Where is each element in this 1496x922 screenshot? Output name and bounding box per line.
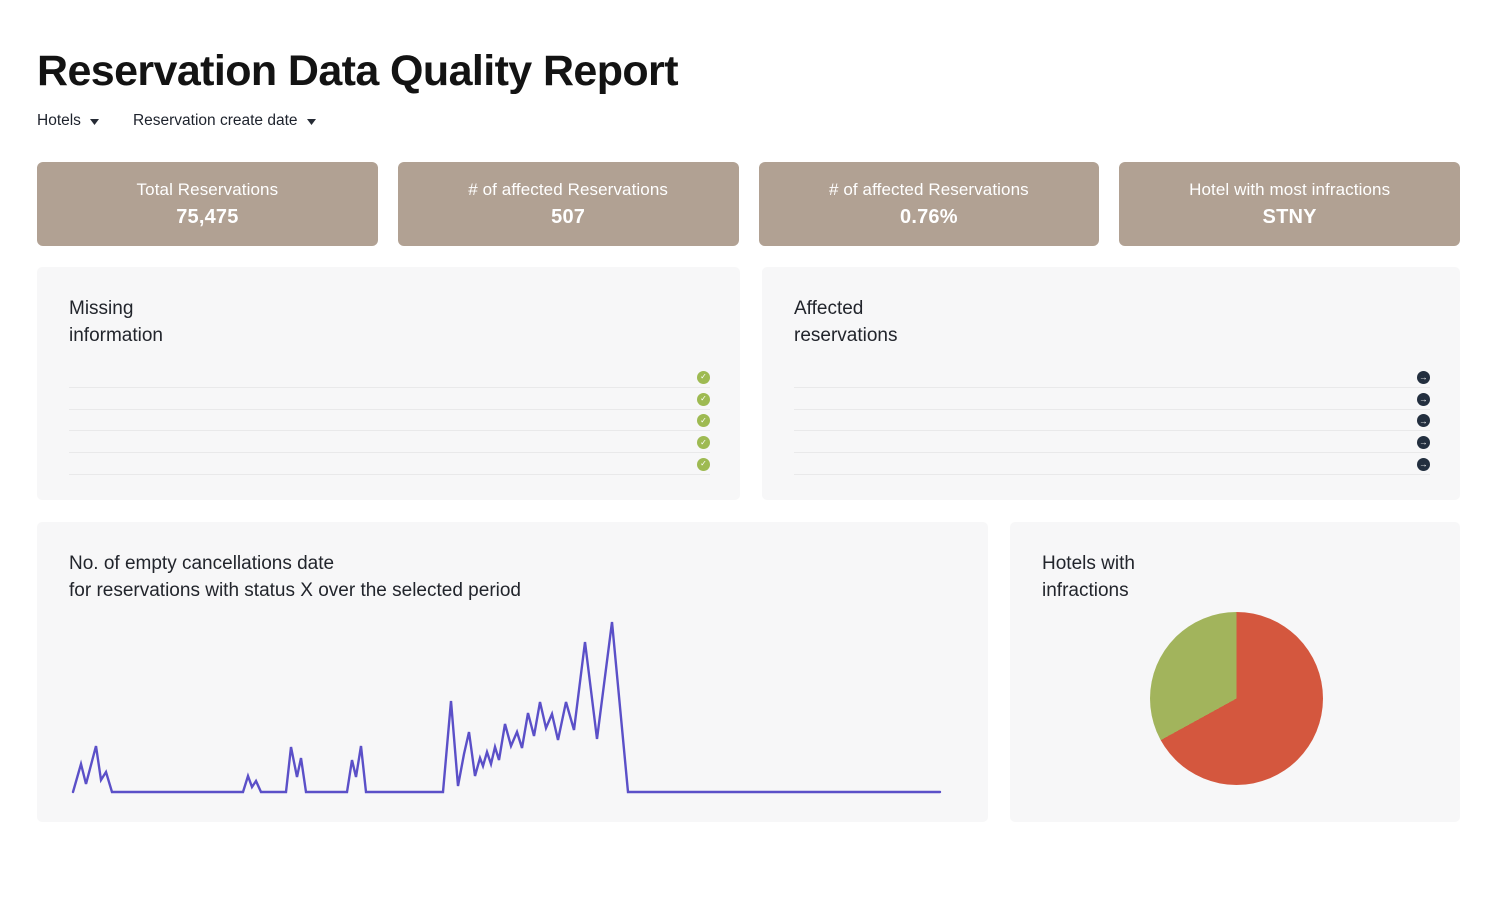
list-item: ✓: [69, 388, 710, 410]
title-line: No. of empty cancellations date: [69, 553, 335, 574]
missing-information-panel: Missing information ✓ ✓ ✓ ✓ ✓: [37, 267, 740, 500]
kpi-value: 507: [551, 205, 586, 228]
title-line: Affected: [794, 298, 864, 319]
kpi-label: Hotel with most infractions: [1189, 179, 1391, 199]
list-item: ✓: [69, 453, 710, 475]
title-line: information: [69, 325, 163, 346]
cancellations-line-chart[interactable]: [37, 522, 988, 822]
list-item: →: [794, 366, 1430, 388]
kpi-value: 0.76%: [900, 205, 958, 228]
affected-reservations-title: Affected reservations: [794, 295, 1430, 349]
title-line: Missing: [69, 298, 134, 319]
charts-row: No. of empty cancellations date for rese…: [37, 522, 1460, 822]
dropdown-arrow-icon: [306, 119, 316, 125]
kpi-card-affected-percent: # of affected Reservations 0.76%: [758, 162, 1100, 246]
arrow-right-icon[interactable]: →: [1417, 414, 1430, 428]
kpi-label: # of affected Reservations: [468, 179, 669, 199]
missing-information-title: Missing information: [69, 295, 710, 349]
affected-reservations-list: → → → → →: [794, 366, 1430, 475]
filter-bar: Hotels Reservation create date: [37, 112, 1460, 130]
filter-reservation-create-date[interactable]: Reservation create date: [133, 112, 316, 130]
list-item: →: [794, 431, 1430, 454]
line-series: [71, 621, 942, 794]
kpi-card-most-infractions-hotel: Hotel with most infractions STNY: [1119, 162, 1460, 246]
kpi-label: # of affected Reservations: [828, 179, 1029, 199]
kpi-card-affected-count: # of affected Reservations 507: [397, 162, 739, 246]
hotels-infractions-panel: Hotels with infractions: [1010, 522, 1460, 822]
arrow-right-icon[interactable]: →: [1417, 392, 1430, 406]
title-line: infractions: [1042, 580, 1129, 601]
cancellations-chart-title: No. of empty cancellations date for rese…: [69, 550, 958, 604]
check-icon: ✓: [697, 436, 710, 450]
list-item: →: [794, 453, 1430, 475]
kpi-row: Total Reservations 75,475 # of affected …: [37, 162, 1460, 246]
check-icon: ✓: [697, 414, 710, 428]
title-line: for reservations with status X over the …: [69, 580, 522, 601]
filter-hotels-label: Hotels: [37, 112, 81, 129]
list-item: ✓: [69, 431, 710, 454]
title-line: Hotels with: [1042, 553, 1135, 574]
hotels-infractions-title: Hotels with infractions: [1042, 550, 1430, 604]
page-title: Reservation Data Quality Report: [37, 47, 679, 95]
report-page: Reservation Data Quality Report Hotels R…: [0, 46, 1496, 822]
arrow-right-icon[interactable]: →: [1417, 370, 1430, 384]
check-icon: ✓: [697, 457, 710, 471]
arrow-right-icon[interactable]: →: [1417, 457, 1430, 471]
dropdown-arrow-icon: [89, 119, 99, 125]
hotels-infractions-pie-chart[interactable]: [1149, 612, 1323, 785]
affected-reservations-panel: Affected reservations → → → → →: [762, 267, 1460, 500]
check-icon: ✓: [697, 392, 710, 406]
check-icon: ✓: [697, 370, 710, 384]
list-item: →: [794, 410, 1430, 432]
kpi-label: Total Reservations: [136, 179, 279, 199]
lists-row: Missing information ✓ ✓ ✓ ✓ ✓ Affected r…: [37, 267, 1460, 500]
list-item: →: [794, 388, 1430, 410]
list-item: ✓: [69, 410, 710, 432]
filter-reservation-create-date-label: Reservation create date: [132, 112, 298, 129]
title-line: reservations: [794, 325, 898, 346]
list-item: ✓: [69, 366, 710, 388]
kpi-value: 75,475: [176, 205, 239, 228]
kpi-card-total-reservations: Total Reservations 75,475: [37, 162, 378, 246]
cancellations-chart-panel: No. of empty cancellations date for rese…: [37, 522, 988, 822]
missing-information-list: ✓ ✓ ✓ ✓ ✓: [69, 366, 710, 475]
kpi-value: STNY: [1262, 205, 1317, 228]
filter-hotels[interactable]: Hotels: [37, 112, 99, 130]
arrow-right-icon[interactable]: →: [1417, 436, 1430, 450]
